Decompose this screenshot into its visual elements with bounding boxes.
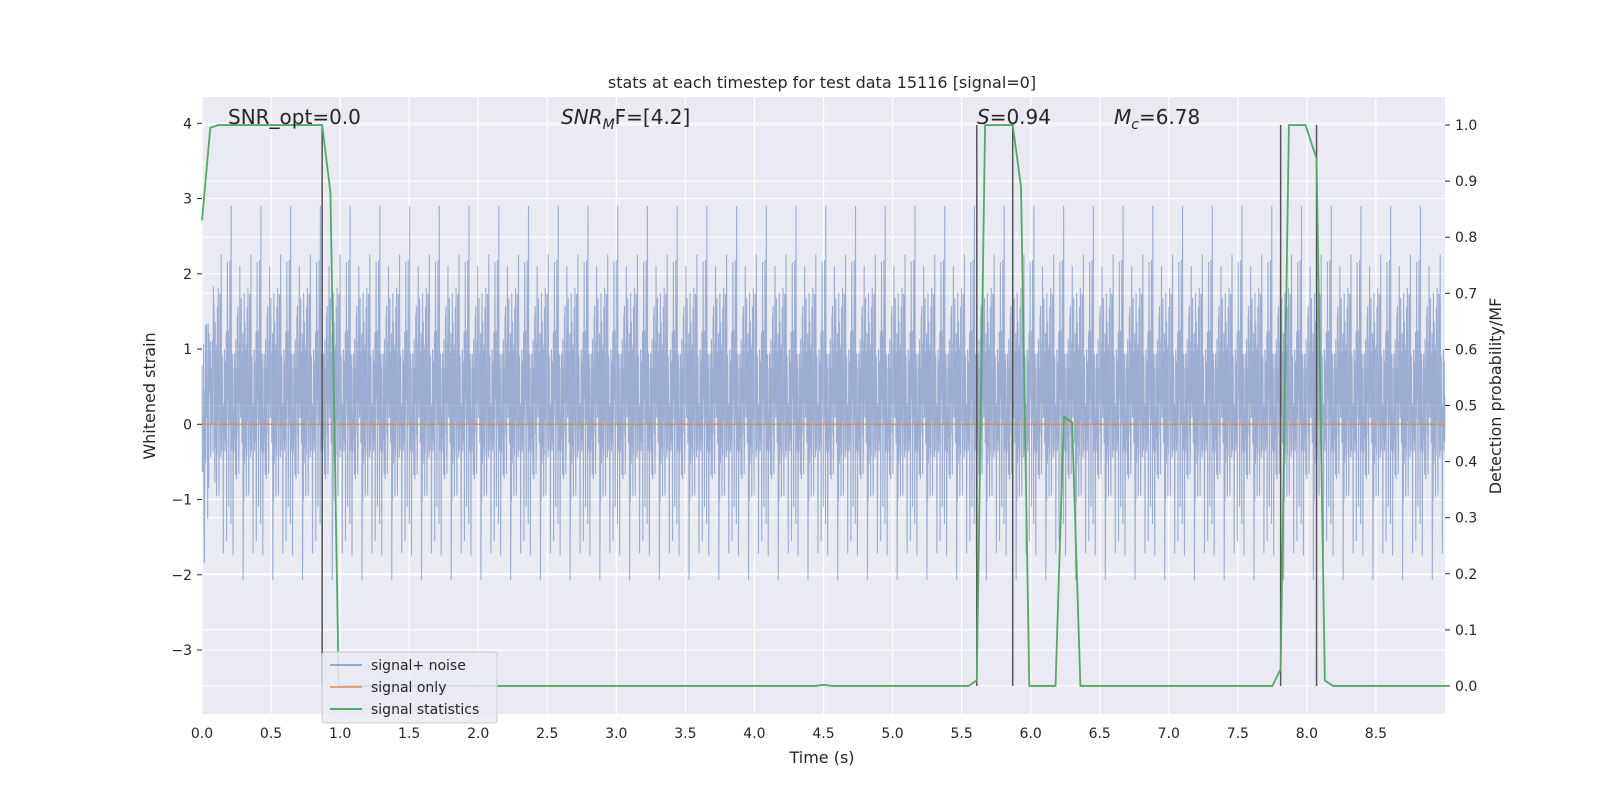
x-tick-label: 0.5 <box>260 726 282 742</box>
x-tick-label: 8.0 <box>1296 726 1318 742</box>
annotation-mc: Mc=6.78 <box>1114 105 1200 133</box>
y-tick-label-right: 0.3 <box>1455 511 1477 527</box>
y-tick-label-right: 0.8 <box>1455 230 1477 246</box>
y-tick-label-left: 3 <box>183 192 192 208</box>
x-tick-label: 6.5 <box>1089 726 1111 742</box>
series-line-signal-plus-noise <box>201 206 1446 581</box>
x-tick-label: 4.5 <box>812 726 834 742</box>
y-tick-label-right: 0.1 <box>1455 623 1477 639</box>
chart-title: stats at each timestep for test data 151… <box>608 73 1036 92</box>
annotation-snr-opt: SNR_opt=0.0 <box>228 105 361 129</box>
annotation-snr-mf-main: SNR <box>561 105 603 129</box>
legend-label-signal-plus-noise: signal+ noise <box>371 658 466 674</box>
x-tick-label: 5.0 <box>881 726 903 742</box>
x-tick-label: 6.0 <box>1020 726 1042 742</box>
legend-label-signal-statistics: signal statistics <box>371 702 479 718</box>
legend: signal+ noise signal only signal statist… <box>321 651 498 724</box>
y-tick-label-right: 0.7 <box>1455 286 1477 302</box>
y-tick-label-left: 1 <box>183 342 192 358</box>
annotation-mc-symbol: M <box>1114 105 1131 129</box>
annotation-mc-value: =6.78 <box>1139 105 1200 129</box>
series-signal-statistics <box>201 124 1445 687</box>
annotation-s: S=0.94 <box>977 105 1051 129</box>
x-tick-label: 5.5 <box>950 726 972 742</box>
axis-ticks: 0.0 0.5 1.0 1.5 2.0 2.5 3.0 3.5 4.0 4.5 5.0 5.5 6.0 6… <box>171 116 1477 742</box>
y-tick-label-right: 0.6 <box>1455 342 1477 358</box>
y-tick-label-right: 0.5 <box>1455 399 1477 415</box>
y-tick-label-right: 1.0 <box>1455 118 1477 134</box>
y-tick-label-left: −3 <box>171 643 192 659</box>
x-axis-label: Time (s) <box>788 748 854 767</box>
annotation-snr-mf-rest: F=[4.2] <box>615 105 691 129</box>
y-tick-label-left: −1 <box>171 493 192 509</box>
y-tick-label-left: −2 <box>171 568 192 584</box>
y-tick-label-left: 0 <box>183 417 192 433</box>
y-axis-label-left: Whitened strain <box>140 332 159 459</box>
y-tick-label-right: 0.2 <box>1455 567 1477 583</box>
y-tick-label-left: 4 <box>183 116 192 132</box>
series-line-signal-statistics <box>201 124 1445 687</box>
x-tick-label: 4.0 <box>743 726 765 742</box>
y-tick-label-left: 2 <box>183 267 192 283</box>
x-tick-label: 2.5 <box>536 726 558 742</box>
y-tick-label-right: 0.4 <box>1455 455 1477 471</box>
x-tick-label: 1.0 <box>329 726 351 742</box>
x-tick-label: 2.0 <box>467 726 489 742</box>
x-tick-label: 0.0 <box>191 726 213 742</box>
x-tick-label: 1.5 <box>398 726 420 742</box>
x-tick-label: 3.0 <box>605 726 627 742</box>
legend-label-signal-only: signal only <box>371 680 446 696</box>
y-tick-label-right: 0.0 <box>1455 679 1477 695</box>
legend-box <box>321 651 498 724</box>
annotation-mc-sub: c <box>1131 117 1139 133</box>
x-tick-label: 7.5 <box>1227 726 1249 742</box>
y-axis-label-right: Detection probability/MF <box>1486 298 1505 495</box>
x-tick-label: 8.5 <box>1365 726 1387 742</box>
series-signal-plus-noise <box>201 206 1446 581</box>
annotation-s-value: =0.94 <box>990 105 1051 129</box>
y-tick-label-right: 0.9 <box>1455 174 1477 190</box>
x-tick-label: 3.5 <box>674 726 696 742</box>
vertical-markers <box>321 125 1318 686</box>
annotation-s-symbol: S <box>977 105 990 129</box>
x-tick-label: 7.0 <box>1158 726 1180 742</box>
annotation-snr-mf-sub: M <box>603 117 615 133</box>
annotation-snr-mf: SNRMF=[4.2] <box>561 105 690 133</box>
